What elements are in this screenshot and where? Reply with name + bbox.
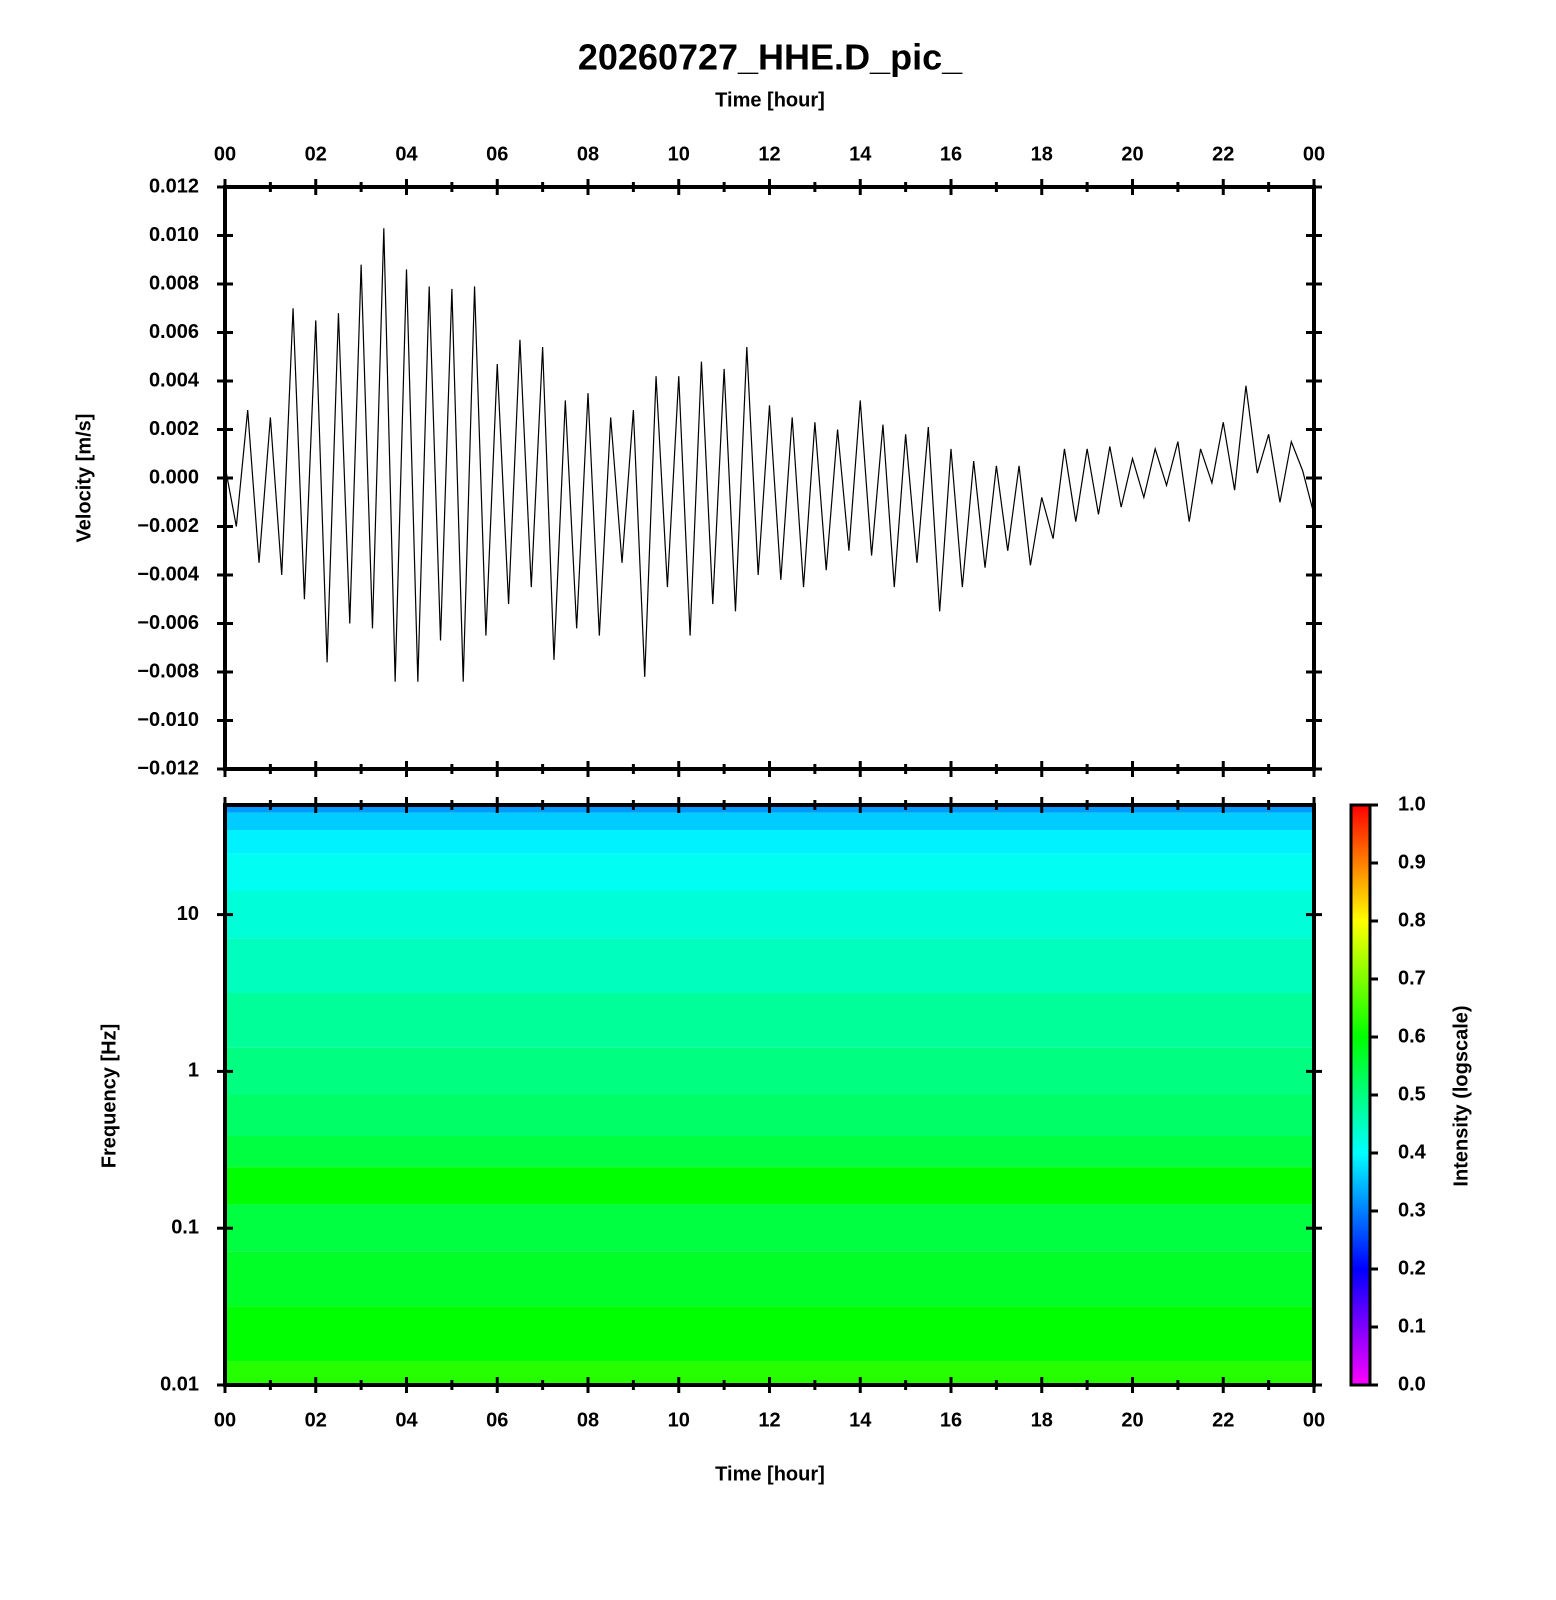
colorbar-tick-label: 0.1: [1398, 1315, 1426, 1337]
heatmap-cell: [225, 853, 1314, 891]
x-tick-label: 02: [305, 1409, 327, 1431]
x-tick-label: 00: [1303, 143, 1325, 165]
x-tick-label: 08: [577, 143, 599, 165]
y-tick-label: 0.01: [160, 1373, 199, 1395]
x-tick-label: 16: [940, 1409, 962, 1431]
colorbar: [1349, 803, 1372, 1387]
y-tick-label: 0.010: [149, 224, 199, 246]
x-tick-label: 06: [486, 143, 508, 165]
y-tick-label: −0.010: [137, 709, 199, 731]
x-tick-label: 10: [668, 143, 690, 165]
colorbar-tick-label: 0.7: [1398, 967, 1426, 989]
heatmap-cell: [225, 829, 1314, 854]
x-tick-label: 02: [305, 143, 327, 165]
colorbar-tick-label: 0.6: [1398, 1025, 1426, 1047]
y-tick-label: 0.012: [149, 175, 199, 197]
x-tick-label: 22: [1212, 143, 1234, 165]
y-axis-label: Frequency [Hz]: [98, 1024, 120, 1168]
plot-frame: [223, 185, 1316, 771]
x-tick-label: 04: [395, 143, 418, 165]
y-tick-label: 0.006: [149, 321, 199, 343]
colorbar-tick-label: 0.0: [1398, 1373, 1426, 1395]
y-tick-label: −0.008: [137, 660, 199, 682]
x-tick-label: 14: [849, 1409, 872, 1431]
colorbar-tick-label: 0.5: [1398, 1083, 1426, 1105]
heatmap-cell: [225, 1204, 1314, 1252]
heatmap-cell: [225, 938, 1314, 993]
y-tick-label: 0.1: [171, 1216, 199, 1238]
colorbar-tick-label: 1.0: [1398, 793, 1426, 815]
colorbar-tick-label: 0.9: [1398, 851, 1426, 873]
heatmap-cell: [225, 1135, 1314, 1168]
y-tick-label: 0.002: [149, 418, 199, 440]
x-tick-label: 18: [1031, 143, 1053, 165]
chart-title: 20260727_HHE.D_pic_: [578, 37, 963, 78]
heatmap-cell: [225, 1095, 1314, 1136]
heatmap-cell: [225, 812, 1314, 830]
x-tick-label: 12: [758, 143, 780, 165]
y-tick-label: 1: [188, 1060, 199, 1082]
x-tick-label: 20: [1121, 143, 1143, 165]
y-axis-label: Velocity [m/s]: [73, 414, 95, 543]
x-tick-label: 12: [758, 1409, 780, 1431]
colorbar-tick-label: 0.3: [1398, 1199, 1426, 1221]
y-tick-label: −0.002: [137, 515, 199, 537]
x-tick-label: 06: [486, 1409, 508, 1431]
heatmap-cell: [225, 1306, 1314, 1362]
y-tick-label: −0.012: [137, 757, 199, 779]
x-tick-label: 00: [1303, 1409, 1325, 1431]
x-tick-label: 10: [668, 1409, 690, 1431]
x-tick-label: 18: [1031, 1409, 1053, 1431]
x-tick-label: 16: [940, 143, 962, 165]
heatmap-cell: [225, 992, 1314, 1048]
heatmap-cell: [225, 890, 1314, 939]
x-tick-label: 20: [1121, 1409, 1143, 1431]
colorbar-tick-label: 0.2: [1398, 1257, 1426, 1279]
y-tick-label: 10: [177, 903, 199, 925]
colorbar-tick-label: 0.4: [1398, 1141, 1427, 1163]
x-tick-label: 14: [849, 143, 872, 165]
top-x-axis-label: Time [hour]: [715, 89, 825, 111]
x-axis-label: Time [hour]: [715, 1463, 825, 1485]
y-tick-label: −0.004: [137, 563, 200, 585]
x-tick-label: 00: [214, 1409, 236, 1431]
x-tick-label: 22: [1212, 1409, 1234, 1431]
y-tick-label: −0.006: [137, 612, 199, 634]
waveform: [224, 228, 1315, 682]
x-tick-label: 00: [214, 143, 236, 165]
colorbar-tick-label: 0.8: [1398, 909, 1426, 931]
y-tick-label: 0.008: [149, 272, 199, 294]
y-tick-label: 0.004: [149, 369, 200, 391]
x-tick-label: 08: [577, 1409, 599, 1431]
y-tick-label: 0.000: [149, 466, 199, 488]
heatmap-cell: [225, 1167, 1314, 1205]
heatmap-cell: [225, 1047, 1314, 1095]
heatmap-cell: [225, 1251, 1314, 1307]
colorbar-label: Intensity (logscale): [1450, 1005, 1472, 1186]
x-tick-label: 04: [395, 1409, 418, 1431]
